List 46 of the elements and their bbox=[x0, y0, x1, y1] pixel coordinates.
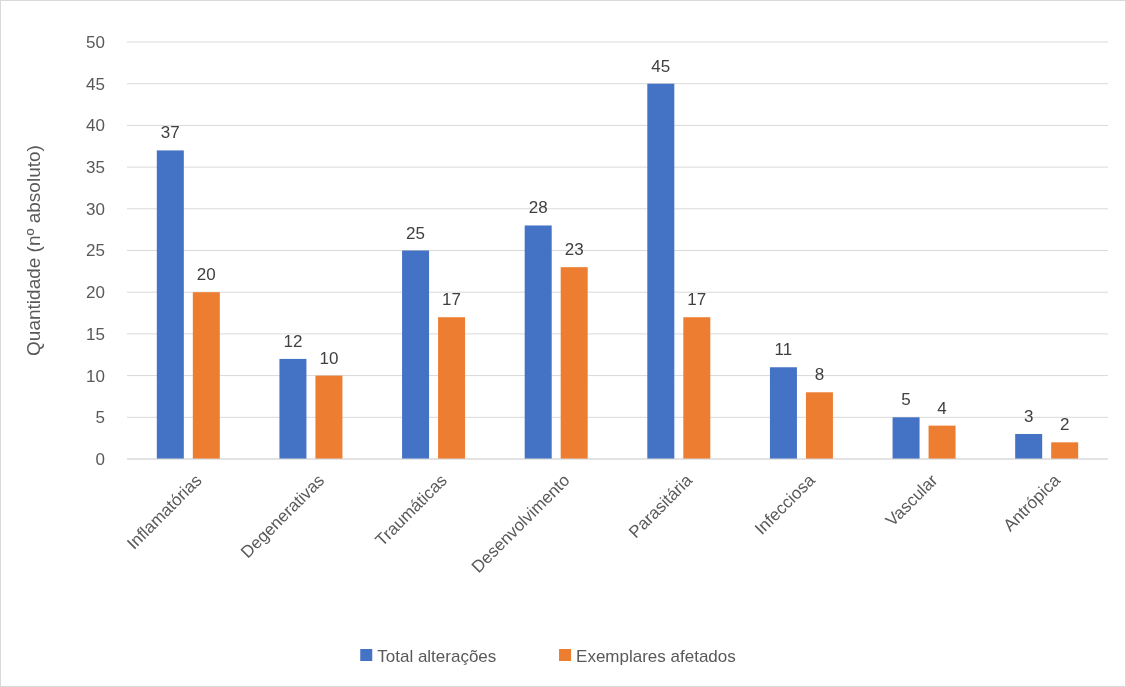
bar bbox=[683, 317, 711, 459]
y-axis-title: Quantidade (nº absoluto) bbox=[23, 145, 44, 356]
legend-label: Total alterações bbox=[377, 646, 497, 666]
y-tick-label: 45 bbox=[86, 74, 105, 94]
y-tick-label: 25 bbox=[86, 241, 105, 261]
bar bbox=[892, 417, 920, 459]
bar bbox=[279, 358, 307, 459]
bar bbox=[402, 250, 430, 459]
bar bbox=[1015, 433, 1043, 459]
data-label: 5 bbox=[901, 390, 911, 410]
bar bbox=[560, 267, 588, 459]
y-tick-label: 35 bbox=[86, 158, 105, 178]
y-tick-label: 0 bbox=[95, 449, 105, 469]
legend-label: Exemplares afetados bbox=[576, 646, 736, 666]
data-label: 37 bbox=[160, 123, 180, 143]
data-label: 28 bbox=[528, 198, 548, 218]
data-label: 2 bbox=[1059, 415, 1070, 435]
y-tick-label: 30 bbox=[86, 199, 105, 219]
y-tick-label: 5 bbox=[95, 408, 105, 428]
y-tick-label: 15 bbox=[86, 324, 105, 344]
data-label: 8 bbox=[814, 365, 825, 385]
bar bbox=[769, 367, 797, 459]
y-tick-label: 20 bbox=[86, 283, 105, 303]
bar bbox=[647, 83, 675, 459]
data-label: 17 bbox=[687, 290, 707, 310]
bar bbox=[192, 292, 220, 459]
y-tick-label: 10 bbox=[86, 366, 105, 386]
data-label: 25 bbox=[406, 223, 426, 243]
y-tick-label: 40 bbox=[86, 116, 105, 136]
bar bbox=[805, 392, 833, 459]
data-label: 45 bbox=[651, 56, 671, 76]
data-label: 12 bbox=[283, 331, 303, 351]
bar bbox=[1051, 442, 1079, 459]
bar bbox=[438, 317, 466, 459]
data-label: 17 bbox=[442, 290, 462, 310]
bar bbox=[156, 150, 184, 459]
data-label: 4 bbox=[937, 398, 947, 418]
data-label: 10 bbox=[319, 348, 339, 368]
y-tick-label: 50 bbox=[86, 32, 105, 52]
bar bbox=[524, 225, 552, 459]
data-label: 20 bbox=[196, 265, 216, 285]
data-label: 23 bbox=[564, 240, 584, 260]
data-label: 3 bbox=[1023, 406, 1034, 426]
bar bbox=[928, 425, 956, 459]
data-label: 11 bbox=[774, 340, 793, 360]
bar bbox=[315, 375, 343, 459]
